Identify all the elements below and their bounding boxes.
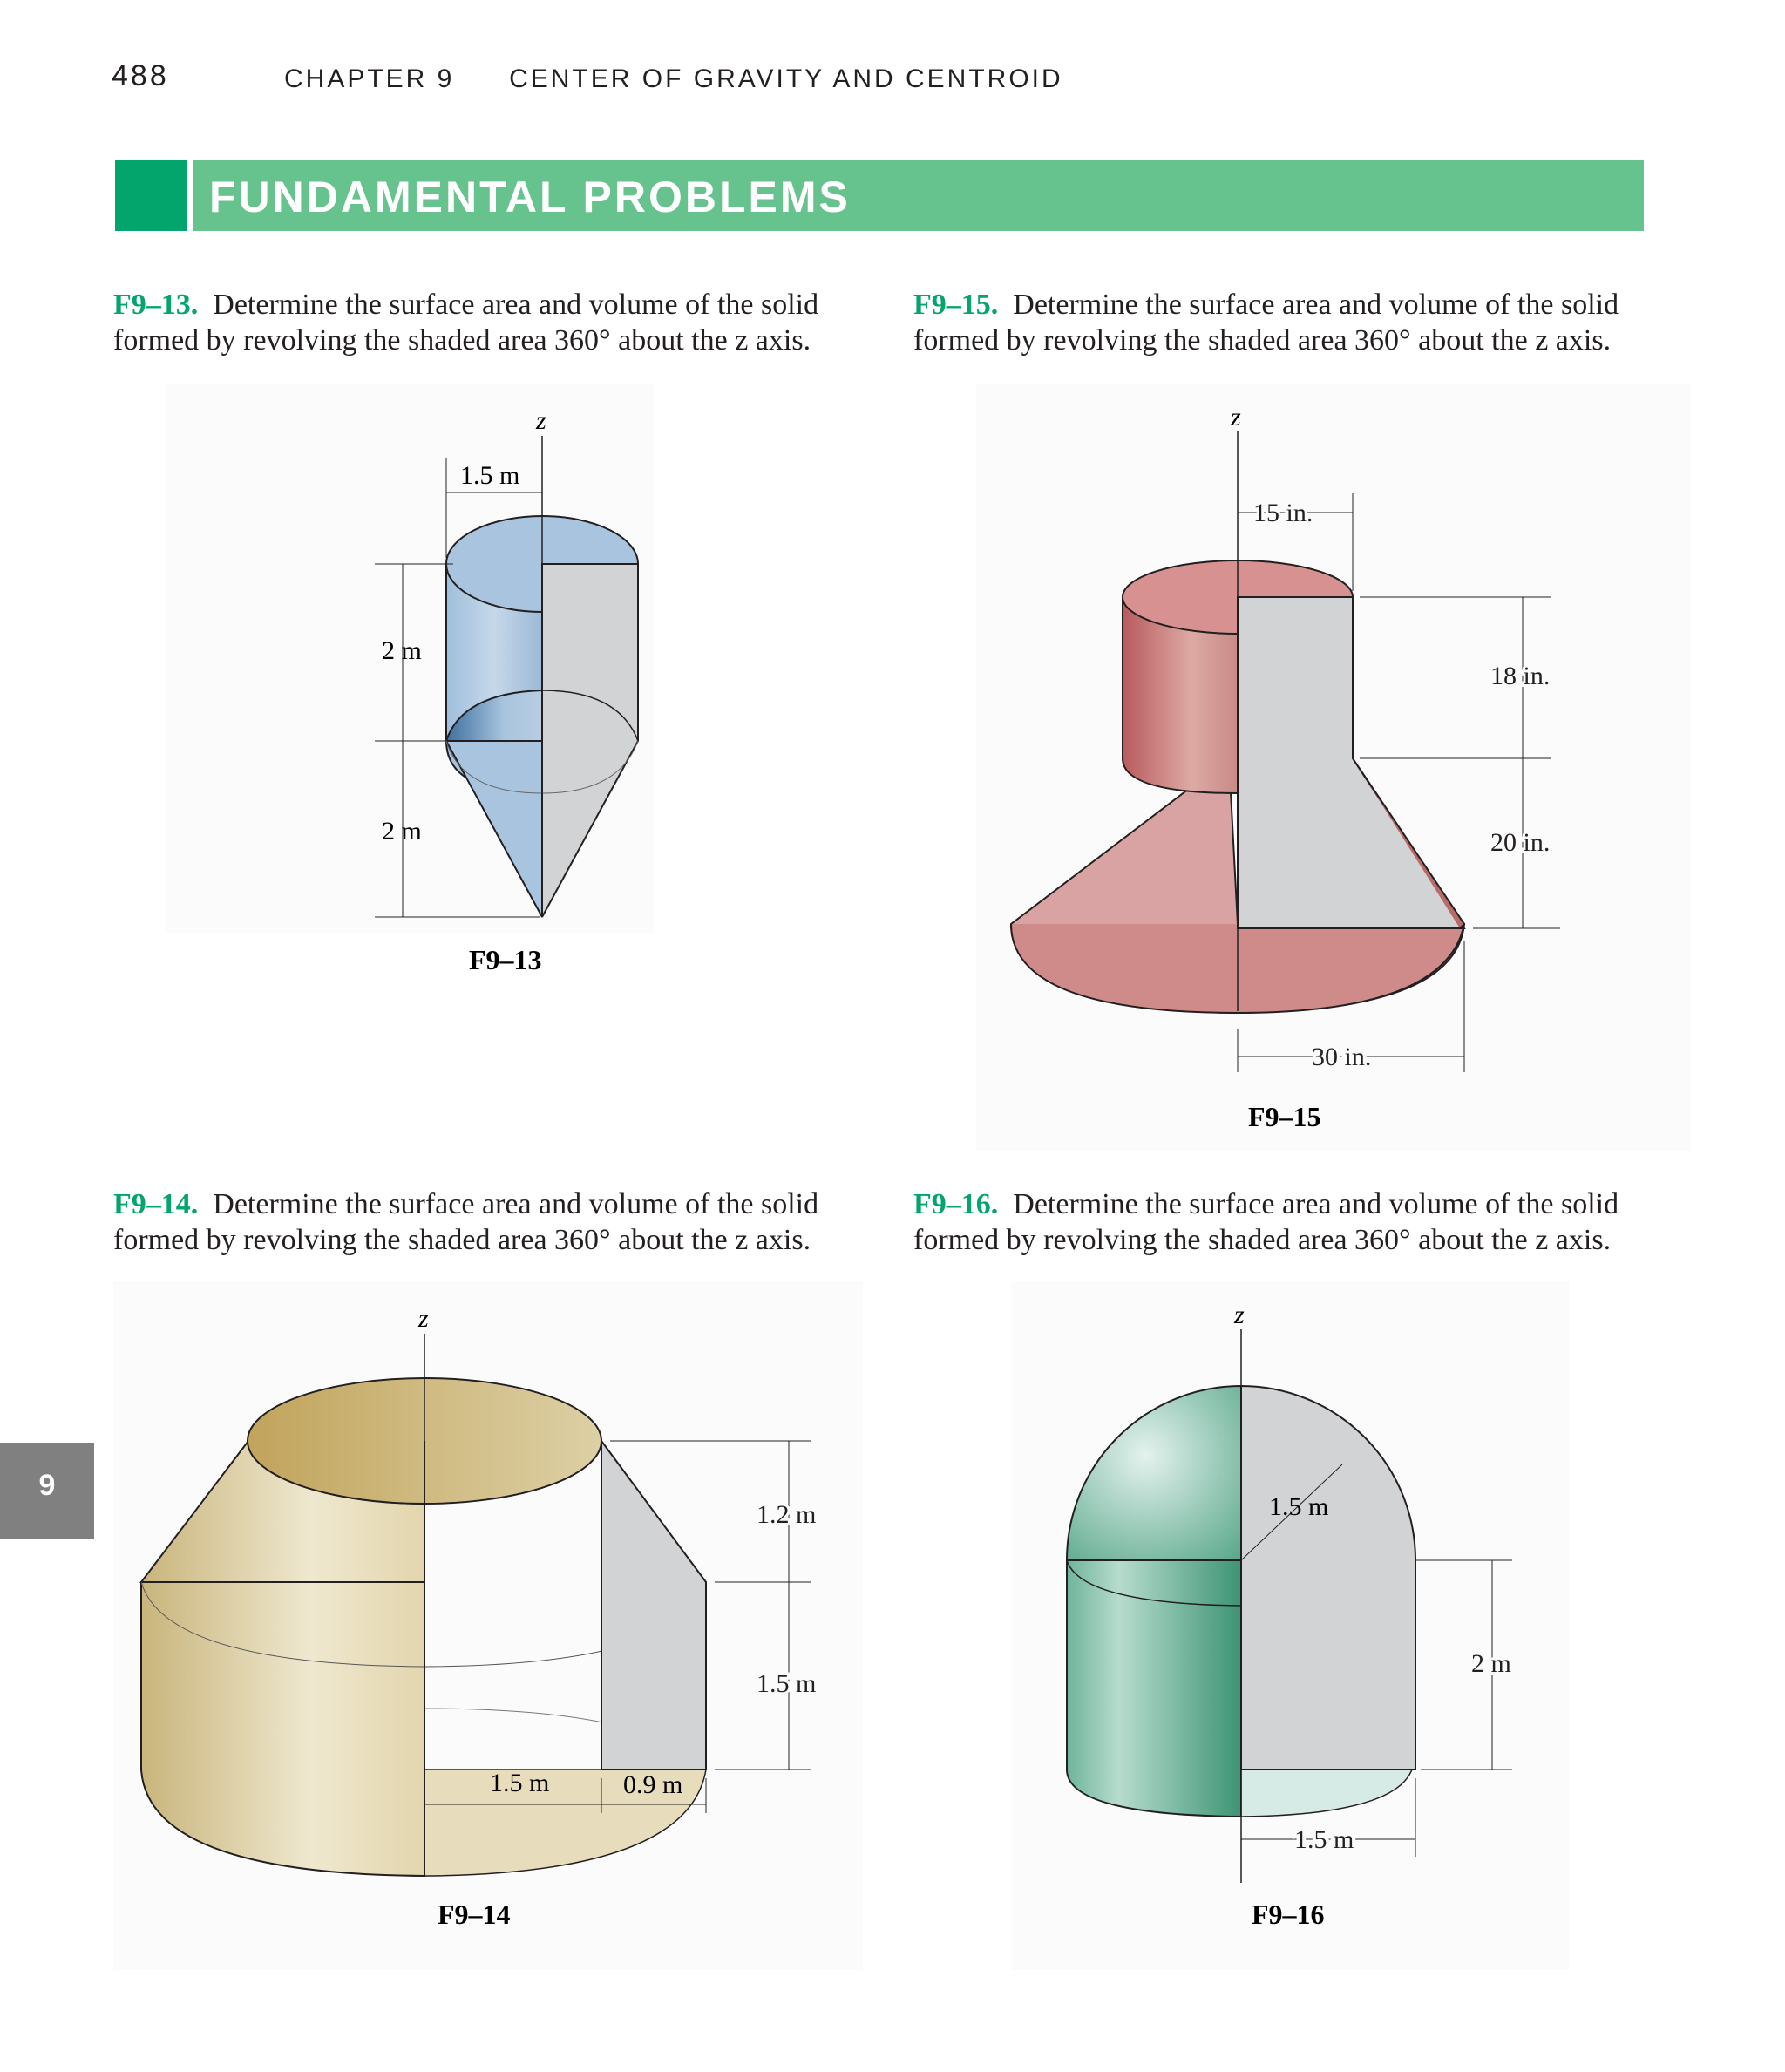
banner-bar (193, 160, 1644, 231)
problem-number: F9–16. (913, 1188, 999, 1220)
dim-frustum-height: 1.2 m (757, 1500, 816, 1529)
problem-text-line2: formed by revolving the shaded area 360°… (913, 324, 1612, 357)
problem-text-line1: Determine the surface area and volume of… (1013, 1188, 1619, 1220)
problem-text-line2: formed by revolving the shaded area 360°… (113, 324, 811, 357)
dim-cylinder-height: 2 m (382, 636, 422, 665)
banner-block (115, 160, 187, 231)
dim-cylinder-height: 2 m (1471, 1649, 1511, 1678)
cylinder-half (1066, 1559, 1242, 1818)
figure-f9-14: z 1.2 m 1.5 m 1.5 m 0.9 m F9–14 (113, 1281, 863, 1970)
hidden-edge (541, 690, 639, 742)
chapter-name: CENTER OF GRAVITY AND CENTROID (509, 65, 1063, 93)
problem-text-line1: Determine the surface area and volume of… (213, 289, 819, 321)
problem-number: F9–15. (913, 289, 999, 321)
z-axis-label: z (417, 1304, 429, 1333)
dim-cone-height: 2 m (382, 817, 422, 846)
problem-text-line2: formed by revolving the shaded area 360°… (113, 1224, 811, 1256)
figure-f9-16: z 1.5 m 2 m 1.5 m F9–16 (1011, 1281, 1569, 1970)
problem-text-line1: Determine the surface area and volume of… (213, 1188, 819, 1220)
shaded-section (601, 1437, 707, 1770)
problem-f9-16: F9–16. Determine the surface area and vo… (913, 1186, 1698, 1258)
section-banner: FUNDAMENTAL PROBLEMS (115, 160, 1644, 231)
dim-base-radius: 30 in. (1312, 1043, 1371, 1071)
chapter-tab: 9 (0, 1443, 94, 1539)
dim-sphere-radius: 1.5 m (1269, 1492, 1328, 1521)
hemisphere-half (1065, 1384, 1242, 1561)
banner-title: FUNDAMENTAL PROBLEMS (209, 173, 851, 221)
lower-cylinder-half (140, 1581, 425, 1878)
dim-top-radius: 15 in. (1253, 499, 1313, 527)
problem-f9-15: F9–15. Determine the surface area and vo… (913, 287, 1698, 358)
figure-caption: F9–13 (469, 944, 542, 975)
page-number: 488 (112, 59, 169, 92)
problem-f9-13: F9–13. Determine the surface area and vo… (113, 287, 898, 358)
base-quarter (1240, 1769, 1414, 1817)
z-axis-label: z (535, 406, 546, 435)
problem-number: F9–13. (113, 289, 199, 321)
figure-caption: F9–15 (1248, 1101, 1321, 1132)
base-quarter (424, 1769, 707, 1877)
problem-text-line1: Determine the surface area and volume of… (1013, 289, 1619, 321)
dim-cylinder-height: 18 in. (1490, 662, 1550, 690)
figure-caption: F9–14 (438, 1899, 511, 1930)
problem-number: F9–14. (113, 1188, 199, 1220)
problem-f9-14: F9–14. Determine the surface area and vo… (113, 1186, 898, 1258)
dim-frustum-height: 20 in. (1490, 828, 1550, 857)
figure-f9-15: z 15 in. 18 in. 20 in. 30 in. F9–15 (976, 384, 1691, 1151)
dim-inner-radius: 1.5 m (490, 1769, 549, 1797)
figure-f9-13: z 1.5 m 2 m 2 m F9–13 (166, 384, 654, 975)
problem-text-line2: formed by revolving the shaded area 360°… (913, 1224, 1612, 1256)
dim-cylinder-height: 1.5 m (757, 1669, 816, 1698)
figure-caption: F9–16 (1252, 1899, 1325, 1930)
z-axis-label: z (1233, 1301, 1245, 1329)
z-axis-label: z (1230, 403, 1241, 431)
chapter-tab-label: 9 (38, 1469, 56, 1502)
dim-radius: 1.5 m (460, 461, 519, 490)
chapter-title: CHAPTER 9 CENTER OF GRAVITY AND CENTROID (284, 65, 1063, 94)
chapter-label: CHAPTER 9 (284, 65, 455, 93)
shaded-section (1240, 1384, 1416, 1770)
dim-section-width: 0.9 m (623, 1770, 682, 1799)
dim-base-radius: 1.5 m (1294, 1825, 1354, 1854)
